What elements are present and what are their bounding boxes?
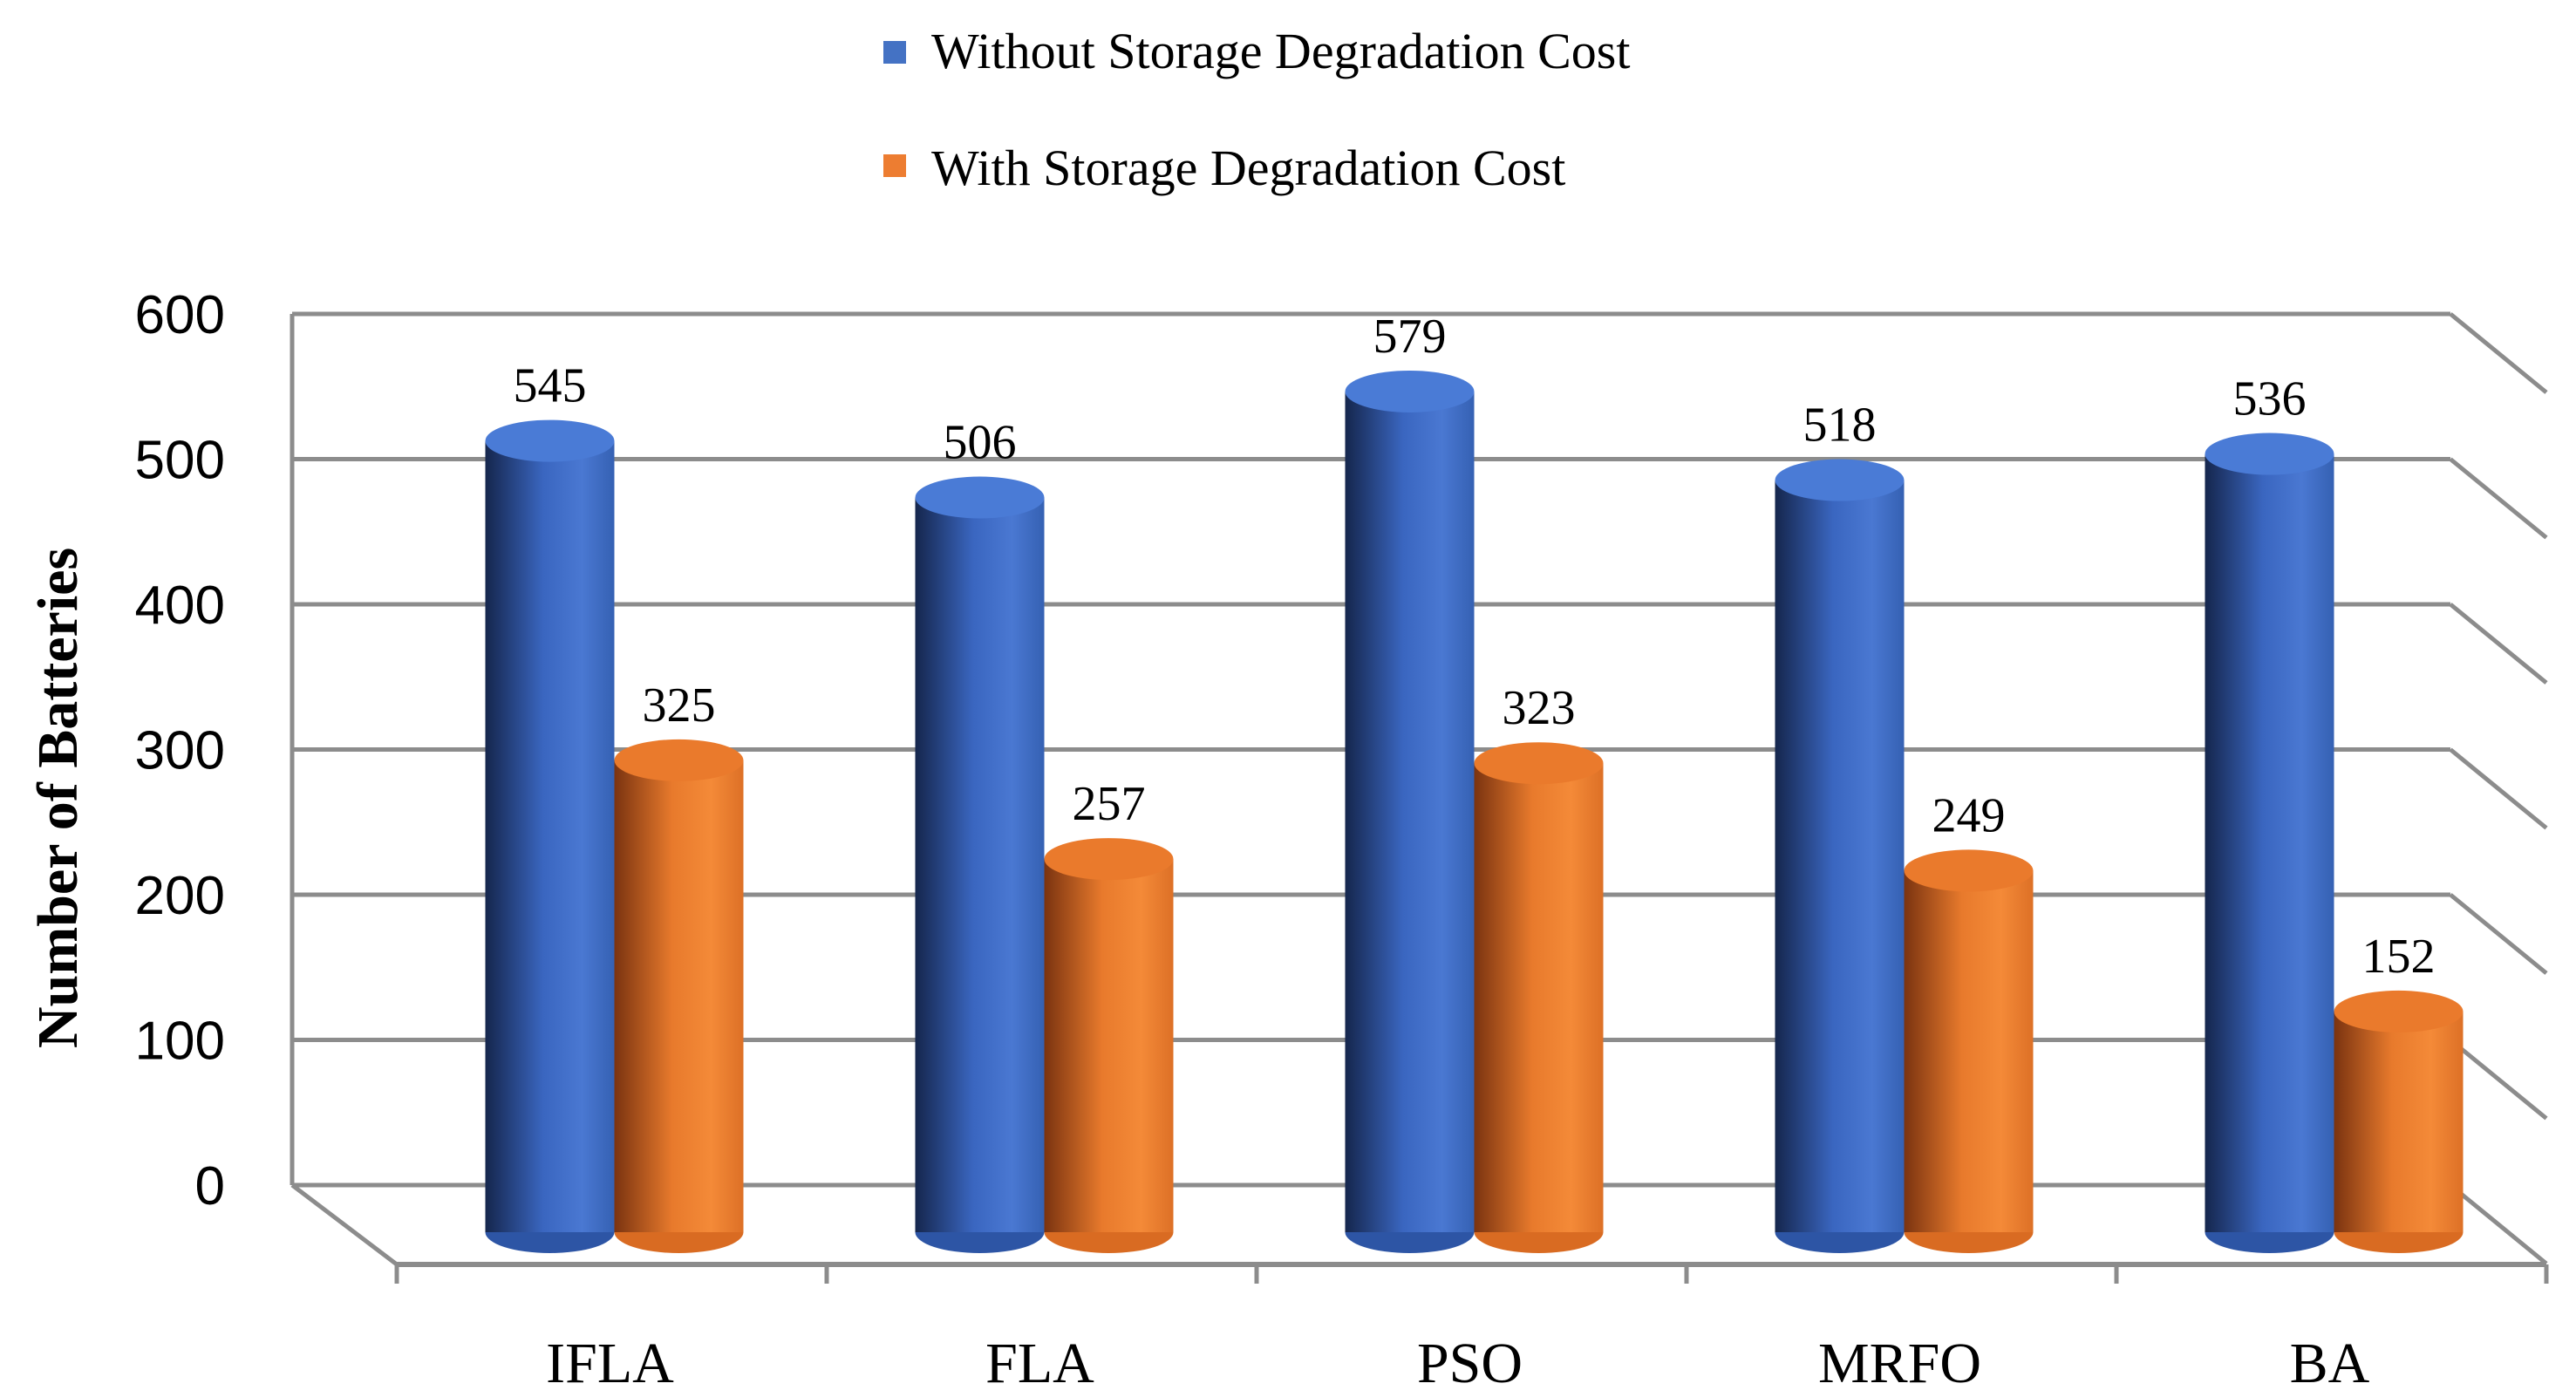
bar-top: [1044, 838, 1174, 881]
legend-swatch-orange: [883, 154, 906, 177]
side-gridline-400: [2449, 603, 2548, 685]
bar-face: [1904, 870, 2034, 1232]
legend-label-without: Without Storage Degradation Cost: [931, 23, 1630, 79]
bar-top: [915, 476, 1045, 519]
side-gridline-100: [2449, 1038, 2548, 1121]
y-tick-label: 400: [135, 576, 225, 636]
bar-ifla-blue: [485, 419, 615, 1253]
bar-top: [2334, 990, 2464, 1032]
x-tick-label-fla: FLA: [985, 1332, 1094, 1395]
bar-top: [1775, 459, 1905, 501]
bar-fla-blue: [915, 476, 1045, 1253]
bar-ba-orange: [2334, 990, 2464, 1253]
x-tick-label-ifla: IFLA: [546, 1332, 674, 1395]
data-label-fla-orange: 257: [1073, 777, 1146, 831]
bar-mrfo-blue: [1775, 459, 1905, 1253]
data-labels: 545 325 506 257 579 323 518 249 536 152: [514, 310, 2436, 984]
bar-face: [1345, 391, 1475, 1233]
axes: [290, 314, 2549, 1284]
side-gridline-200: [2449, 893, 2548, 975]
bars: [485, 370, 2464, 1253]
data-label-ifla-blue: 545: [514, 359, 587, 413]
legend: Without Storage Degradation Cost With St…: [883, 23, 1630, 196]
side-gridline-600: [2449, 312, 2548, 394]
bar-ba-blue: [2205, 433, 2334, 1253]
data-label-fla-blue: 506: [944, 416, 1017, 470]
bar-face: [2205, 453, 2334, 1232]
bar-top: [614, 739, 744, 781]
legend-item-with: With Storage Degradation Cost: [883, 140, 1565, 196]
bar-top: [1904, 849, 2034, 892]
legend-item-without: Without Storage Degradation Cost: [883, 23, 1630, 79]
bar-pso-orange: [1474, 742, 1604, 1253]
data-label-mrfo-orange: 249: [1932, 788, 2006, 842]
y-tick-label: 500: [135, 431, 225, 491]
x-tick-label-mrfo: MRFO: [1818, 1332, 1981, 1395]
y-tick-label: 200: [135, 866, 225, 926]
y-tick-label: 100: [135, 1012, 225, 1072]
bar-face: [2334, 1011, 2464, 1232]
y-tick-labels: 0 100 200 300 400 500 600: [135, 285, 225, 1216]
y-tick-label: 0: [195, 1156, 225, 1216]
bar-face: [1474, 763, 1604, 1232]
bar-face: [614, 760, 744, 1232]
floor-left-edge: [290, 1183, 399, 1266]
x-tick-label-ba: BA: [2290, 1332, 2370, 1395]
bar-top: [2205, 433, 2334, 475]
data-label-ba-orange: 152: [2362, 930, 2436, 984]
bar-top: [1474, 742, 1604, 785]
y-tick-label: 300: [135, 721, 225, 781]
y-tick-label: 600: [135, 285, 225, 345]
x-tick-labels: IFLA FLA PSO MRFO BA: [546, 1332, 2370, 1395]
y-axis-title: Number of Batteries: [26, 548, 90, 1048]
legend-swatch-blue: [883, 41, 906, 64]
data-label-pso-blue: 579: [1373, 310, 1447, 364]
data-label-ifla-orange: 325: [643, 678, 716, 733]
legend-label-with: With Storage Degradation Cost: [931, 140, 1565, 196]
bar-fla-orange: [1044, 838, 1174, 1253]
bar-face: [1775, 480, 1905, 1232]
data-label-ba-blue: 536: [2233, 372, 2307, 426]
bar-ifla-orange: [614, 739, 744, 1253]
side-gridline-500: [2449, 457, 2548, 540]
side-gridline-0: [2449, 1183, 2548, 1265]
x-tick-label-pso: PSO: [1417, 1332, 1523, 1395]
data-label-pso-orange: 323: [1503, 681, 1576, 735]
bar-face: [1044, 859, 1174, 1232]
bar-face: [915, 497, 1045, 1232]
bar-pso-blue: [1345, 370, 1475, 1253]
bar-face: [485, 440, 615, 1232]
side-gridline-300: [2449, 747, 2548, 830]
bar-top: [1345, 370, 1475, 412]
bar-top: [485, 419, 615, 462]
bar-mrfo-orange: [1904, 849, 2034, 1253]
data-label-mrfo-blue: 518: [1803, 399, 1877, 453]
